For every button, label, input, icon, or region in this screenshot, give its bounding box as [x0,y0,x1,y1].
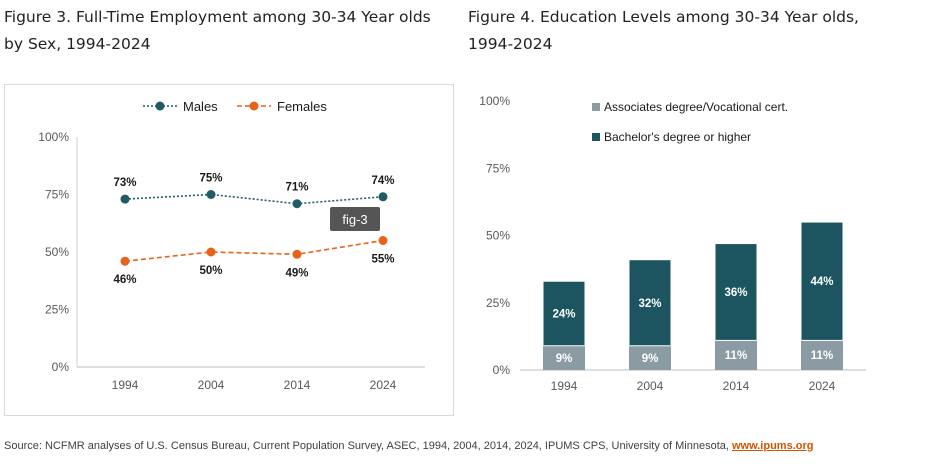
data-label: 74% [371,175,394,187]
y-tick-label: 0% [493,363,511,377]
fig-badge-bg [330,207,380,231]
bar-label: 36% [724,287,747,299]
figure-3-panel: 0% 25% 50% 75% 100% 1994 2004 2014 2024 Males Fema… [4,84,454,416]
figure-3-title: Figure 3. Full-Time Employment among 30-… [4,8,431,53]
source-text: Source: NCFMR analyses of U.S. Census Bu… [4,440,732,452]
bar-label: 9% [556,353,573,365]
fig-badge-text: fig-3 [342,212,367,227]
bar-segment [801,340,843,370]
legend-label: Males [183,99,218,114]
data-point [292,199,302,209]
x-tick-label: 2014 [723,379,750,393]
legend-marker [249,101,259,111]
bar-label: 9% [642,353,659,365]
data-point [378,192,388,202]
y-tick-label: 25% [45,303,69,317]
bar-segment [628,259,672,347]
y-tick-label: 100% [479,94,510,108]
x-tick-label: 2024 [809,379,836,393]
line-chart: 0% 25% 50% 75% 100% 1994 2004 2014 2024 Males Fema… [38,99,425,392]
legend-marker [155,101,165,111]
legend-label: Bachelor's degree or higher [604,130,751,144]
data-label: 71% [285,182,308,194]
bar-label: 11% [811,350,833,362]
source-note: Source: NCFMR analyses of U.S. Census Bu… [4,440,932,452]
data-point [206,247,216,257]
data-label: 50% [199,265,222,277]
bar-segment [543,345,585,370]
figure-4-title: Figure 4. Education Levels among 30-34 Y… [468,8,859,53]
x-tick-label: 2024 [370,378,397,392]
ipums-link[interactable]: www.ipums.org [731,440,814,452]
data-label: 55% [371,254,394,266]
data-point [292,249,302,259]
data-point [206,190,216,199]
legend-label: Females [277,99,327,114]
legend-label: Associates degree/Vocational cert. [604,100,788,114]
data-label: 46% [113,274,136,286]
x-tick-label: 1994 [551,379,578,393]
bar-label: 11% [725,350,747,362]
bar-segment [715,340,757,370]
figure-4-panel: 0% 25% 50% 75% 100% 1994 2004 2014 2024 Associate… [470,84,870,414]
data-point [120,194,130,204]
data-label: 49% [285,267,308,279]
bar-segment [542,280,586,347]
y-tick-label: 100% [38,130,69,144]
data-label: 73% [113,177,136,189]
bar-label: 24% [552,309,575,321]
data-point [378,236,388,245]
y-tick-label: 50% [45,245,69,259]
x-tick-label: 2004 [637,379,664,393]
bar-label: 32% [638,298,661,310]
x-tick-label: 2004 [198,378,225,392]
y-tick-label: 75% [486,161,510,175]
series-line-males [124,193,384,205]
fig-badge: fig-3 [330,207,380,231]
y-tick-label: 25% [486,296,510,310]
x-tick-label: 1994 [112,378,139,392]
bar-segment [714,243,758,341]
x-tick-label: 2014 [284,378,311,392]
legend-swatch [592,103,600,111]
bar-segment [800,221,844,341]
series-line-females [124,239,384,262]
y-tick-label: 0% [52,360,70,374]
stacked-bar-chart: 0% 25% 50% 75% 100% 1994 2004 2014 2024 Associate… [479,94,866,393]
data-label: 75% [199,173,222,185]
y-tick-label: 50% [486,229,510,243]
data-point [120,256,130,266]
bar-segment [629,345,671,370]
legend-swatch [592,133,600,141]
bar-label: 44% [810,276,833,288]
y-tick-label: 75% [45,188,69,202]
